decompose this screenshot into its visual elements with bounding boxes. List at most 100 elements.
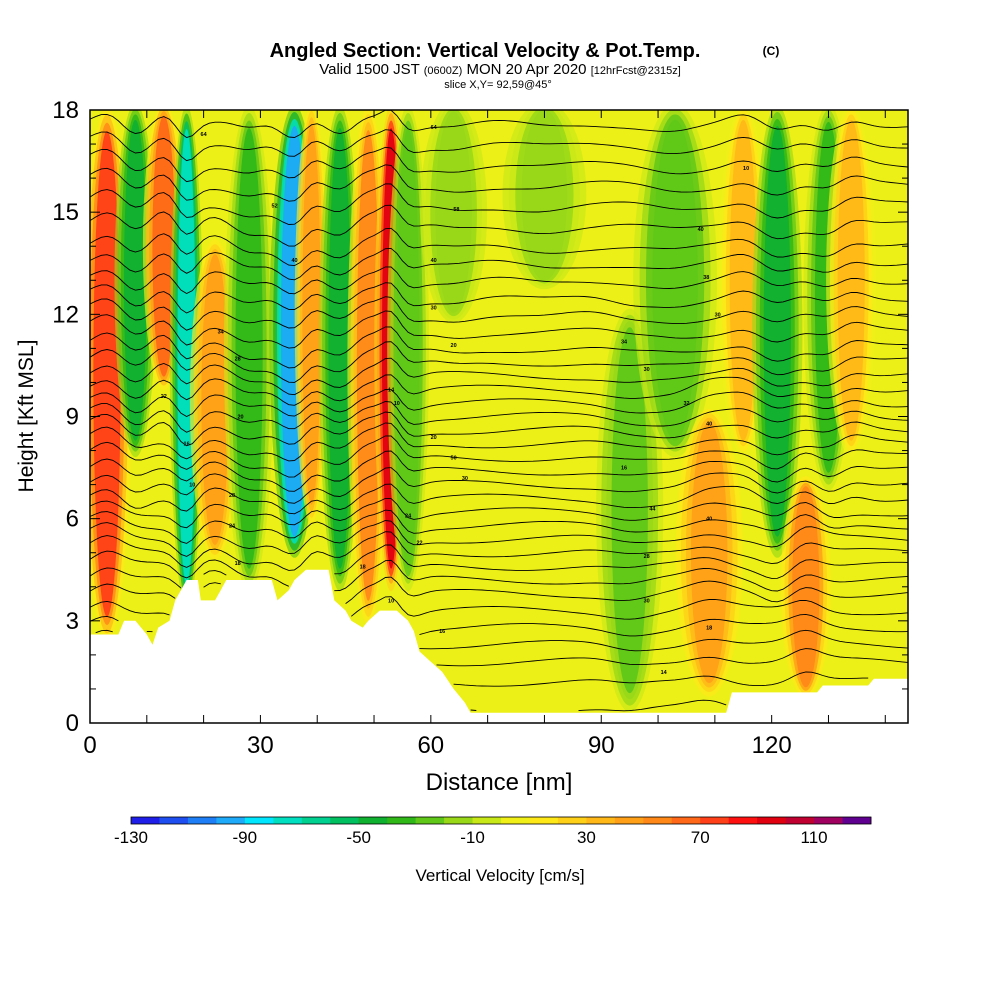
contour-label-19: 20 bbox=[431, 435, 437, 441]
contour-label-30: 30 bbox=[715, 312, 721, 318]
contour-label-33: 32 bbox=[683, 401, 689, 407]
contour-label-35: 16 bbox=[621, 466, 627, 472]
w-band-4-layer-4 bbox=[201, 254, 229, 545]
colorbar-swatch-25 bbox=[842, 817, 872, 824]
colorbar-swatch-3 bbox=[216, 817, 246, 824]
contour-label-17: 14 bbox=[388, 387, 395, 393]
colorbar-tick-label-6: 110 bbox=[801, 828, 828, 847]
contour-label-21: 30 bbox=[462, 476, 468, 482]
colorbar-swatch-15 bbox=[557, 817, 587, 824]
theta-contour-8 bbox=[90, 544, 908, 587]
potential-temperature-contours bbox=[90, 110, 908, 712]
contour-label-0: 64 bbox=[201, 132, 208, 138]
theta-contour-32 bbox=[90, 183, 908, 225]
colorbar-tick-label-1: -90 bbox=[233, 828, 258, 847]
theta-contour-27 bbox=[90, 282, 908, 314]
theta-contour-29 bbox=[90, 247, 908, 281]
w-band-0-layer-4 bbox=[93, 131, 121, 617]
y-tick-label-1: 3 bbox=[66, 608, 79, 635]
y-tick-labels: 0 3 6 9 12 15 18 bbox=[52, 97, 79, 737]
w-band-16-layer-4 bbox=[691, 422, 728, 684]
theta-contour-19 bbox=[90, 401, 908, 433]
y-axis-label: Height [Kft MSL] bbox=[15, 340, 38, 493]
theta-contour-25 bbox=[90, 310, 908, 349]
theta-contour-30 bbox=[90, 227, 908, 267]
theta-contour-28 bbox=[90, 266, 908, 295]
w-band-21-layer-4 bbox=[837, 119, 865, 441]
contour-label-14: 40 bbox=[431, 258, 437, 264]
colorbar-swatch-12 bbox=[472, 817, 502, 824]
w-band-1-layer-4 bbox=[123, 119, 147, 441]
colorbar-swatch-22 bbox=[757, 817, 787, 824]
contour-label-13: 58 bbox=[453, 207, 459, 213]
contour-label-16: 20 bbox=[451, 343, 457, 349]
contour-label-8: 10 bbox=[189, 483, 195, 489]
x-tick-label-3: 90 bbox=[588, 732, 615, 759]
contour-label-9: 28 bbox=[229, 493, 235, 499]
w-band-15-layer-4 bbox=[652, 119, 698, 441]
colorbar-swatch-16 bbox=[586, 817, 616, 824]
contour-label-2: 40 bbox=[291, 258, 297, 264]
w-band-7-layer-4 bbox=[302, 123, 321, 505]
contour-label-11: 18 bbox=[235, 561, 241, 567]
contour-label-15: 30 bbox=[431, 306, 437, 312]
theta-contour-33 bbox=[90, 164, 908, 202]
colorbar-swatch-18 bbox=[643, 817, 673, 824]
contour-label-23: 22 bbox=[416, 541, 422, 547]
contour-label-37: 40 bbox=[706, 517, 712, 523]
theta-contour-12 bbox=[90, 497, 908, 529]
subtitle-date: MON 20 Apr 2020 bbox=[466, 61, 586, 78]
x-tick-label-1: 30 bbox=[247, 732, 274, 759]
theta-contour-13 bbox=[90, 483, 908, 515]
colorbar-swatch-5 bbox=[273, 817, 303, 824]
theta-contour-31 bbox=[90, 204, 908, 247]
contour-label-7: 16 bbox=[184, 442, 190, 448]
colorbar-tick-label-4: 30 bbox=[577, 828, 596, 847]
theta-contour-36 bbox=[90, 110, 908, 138]
chart-title: Angled Section: Vertical Velocity & Pot.… bbox=[270, 40, 701, 62]
contour-label-32: 30 bbox=[644, 367, 650, 373]
contour-label-39: 30 bbox=[644, 598, 650, 604]
y-tick-label-0: 0 bbox=[66, 710, 79, 737]
contour-label-31: 34 bbox=[621, 340, 628, 346]
w-band-2-layer-4 bbox=[152, 115, 176, 377]
colorbar-tick-label-3: -10 bbox=[460, 828, 485, 847]
colorbar-swatch-0 bbox=[131, 817, 160, 824]
x-axis-label: Distance [nm] bbox=[426, 769, 573, 796]
w-band-9-layer-4 bbox=[356, 130, 380, 601]
contour-label-38: 28 bbox=[644, 554, 650, 560]
contour-label-27: 10 bbox=[743, 166, 749, 172]
chart-subtitle: Valid 1500 JST (0600Z) MON 20 Apr 2020 [… bbox=[319, 61, 681, 78]
colorbar-swatch-6 bbox=[301, 817, 331, 824]
colorbar-swatch-7 bbox=[330, 817, 360, 824]
contour-label-29: 38 bbox=[703, 275, 709, 281]
theta-contour-7 bbox=[90, 559, 908, 592]
w-band-19-layer-4 bbox=[792, 486, 820, 688]
colorbar-label: Vertical Velocity [cm/s] bbox=[415, 866, 584, 885]
y-tick-label-6: 18 bbox=[52, 97, 79, 124]
contour-label-1: 52 bbox=[272, 203, 278, 209]
theta-contour-9 bbox=[90, 531, 908, 571]
theta-contour-1 bbox=[453, 671, 869, 687]
colorbar-swatch-19 bbox=[671, 817, 701, 824]
contour-label-25: 10 bbox=[388, 598, 394, 604]
subtitle-valid: Valid 1500 JST bbox=[319, 61, 419, 78]
theta-contour-0 bbox=[470, 699, 727, 712]
contour-label-40: 18 bbox=[706, 626, 712, 632]
contour-label-6: 20 bbox=[237, 415, 243, 421]
theta-contour-17 bbox=[90, 422, 908, 462]
theta-contour-15 bbox=[90, 450, 908, 492]
w-band-3-layer-4 bbox=[177, 129, 196, 585]
slice-label: slice X,Y= 92,59@45° bbox=[444, 79, 552, 91]
theta-contour-22 bbox=[90, 357, 908, 396]
colorbar-frame bbox=[130, 816, 872, 825]
w-band-8-layer-4 bbox=[328, 128, 352, 569]
contour-label-18: 10 bbox=[394, 401, 400, 407]
y-tick-label-3: 9 bbox=[66, 404, 79, 431]
theta-contour-26 bbox=[90, 296, 908, 331]
axis-ticks bbox=[89, 109, 908, 724]
w-band-14-layer-4 bbox=[611, 327, 648, 694]
terrain bbox=[90, 569, 908, 723]
colorbar-swatch-10 bbox=[415, 817, 445, 824]
